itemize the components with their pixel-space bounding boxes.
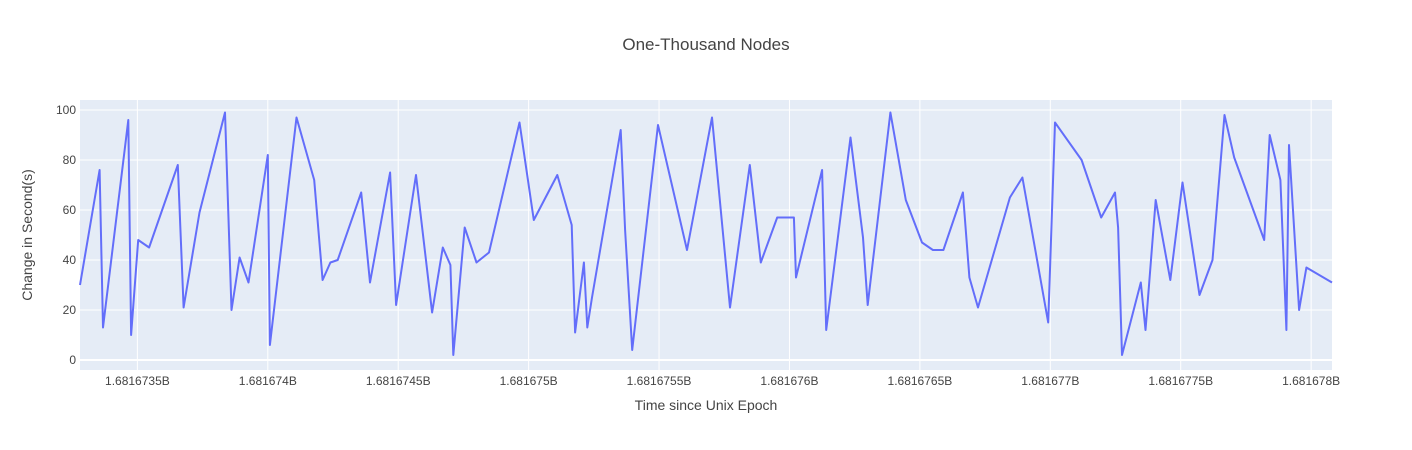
y-gridlines	[80, 109, 1332, 361]
y-tick-label: 100	[56, 103, 76, 117]
x-axis-title: Time since Unix Epoch	[635, 397, 778, 413]
y-tick-label: 20	[63, 303, 77, 317]
x-tick-label: 1.681675B	[500, 374, 558, 388]
x-tick-label: 1.681674B	[239, 374, 297, 388]
y-tick-label: 40	[63, 253, 77, 267]
chart-title: One-Thousand Nodes	[622, 35, 789, 54]
x-tick-label: 1.6816745B	[366, 374, 431, 388]
x-tick-label: 1.6816735B	[105, 374, 170, 388]
x-tick-label: 1.6816755B	[627, 374, 692, 388]
x-tick-label: 1.681678B	[1282, 374, 1340, 388]
x-axis-tick-labels: 1.6816735B 1.681674B 1.6816745B 1.681675B 1.…	[105, 374, 1340, 388]
x-tick-label: 1.6816775B	[1148, 374, 1213, 388]
x-tick-label: 1.681677B	[1021, 374, 1079, 388]
y-tick-label: 60	[63, 203, 77, 217]
y-axis-tick-labels: 0 20 40 60 80 100	[56, 103, 76, 367]
x-tick-label: 1.681676B	[760, 374, 818, 388]
y-tick-label: 0	[69, 353, 76, 367]
y-axis-title: Change in Second(s)	[19, 169, 35, 301]
x-tick-label: 1.6816765B	[888, 374, 953, 388]
series-line	[79, 111, 1333, 356]
y-tick-label: 80	[63, 153, 77, 167]
